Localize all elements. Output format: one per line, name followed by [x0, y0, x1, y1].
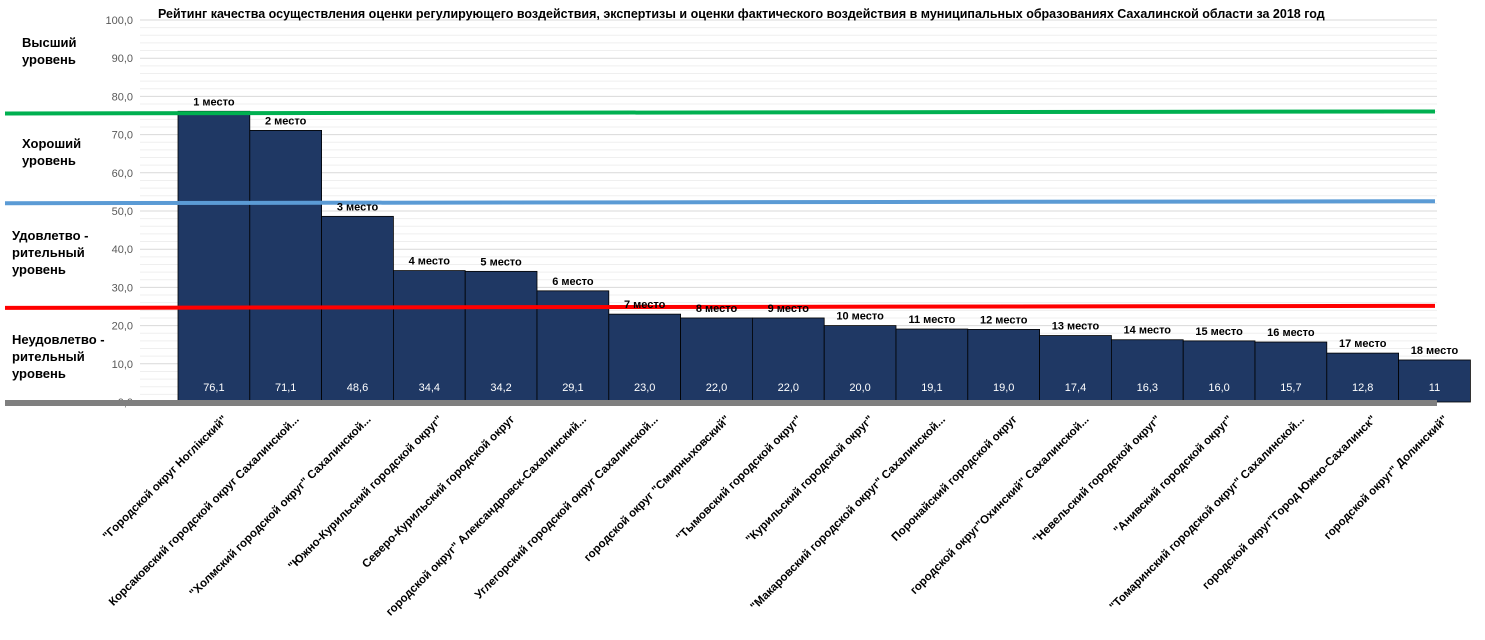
- bar: [1111, 339, 1184, 403]
- y-tick-label: 50,0: [112, 206, 133, 218]
- data-label: 16,0: [1208, 382, 1229, 394]
- y-tick-label: 70,0: [112, 130, 133, 142]
- y-tick-label: 90,0: [112, 53, 133, 65]
- bar: [536, 290, 610, 403]
- place-label: 16 место: [1267, 327, 1315, 339]
- data-label: 12,8: [1352, 382, 1373, 394]
- place-label: 5 место: [480, 256, 522, 268]
- x-tick-label: "Анивский городской округ": [1112, 414, 1235, 537]
- data-label: 29,1: [562, 382, 583, 394]
- bar: [1398, 359, 1471, 403]
- bar: [752, 317, 825, 403]
- bar: [895, 328, 969, 403]
- x-tick-label: "Курильский городской округ": [744, 414, 876, 546]
- bar: [1039, 335, 1112, 403]
- data-label: 71,1: [275, 382, 296, 394]
- y-tick-label: 100,0: [105, 15, 133, 27]
- place-label: 6 место: [552, 276, 594, 288]
- threshold-line: [4, 303, 1436, 310]
- place-label: 10 место: [836, 311, 884, 323]
- x-axis-category-labels: "Городской округ Ноглікский"Корсаковский…: [101, 413, 1451, 618]
- y-tick-label: 10,0: [112, 359, 133, 371]
- bar: [249, 129, 323, 403]
- y-tick-label: 40,0: [112, 244, 133, 256]
- bar: [1254, 341, 1328, 403]
- y-tick-label: 30,0: [112, 282, 133, 294]
- data-label: 23,0: [634, 382, 655, 394]
- place-label: 4 место: [409, 256, 451, 268]
- bar: [608, 313, 681, 403]
- place-label: 9 место: [768, 303, 810, 315]
- y-tick-label: 20,0: [112, 321, 133, 333]
- place-label: 12 место: [980, 314, 1028, 326]
- x-tick-label: Северо-Курильский городской округ: [360, 413, 517, 570]
- data-label: 19,1: [921, 382, 942, 394]
- place-labels: 1 место 2 место 3 место 4 место 5 место 6 мес…: [193, 96, 1458, 357]
- data-label: 48,6: [347, 382, 368, 394]
- bar: [464, 270, 538, 403]
- level-label: Хороший уровень: [22, 136, 81, 168]
- bar: [680, 317, 753, 403]
- data-label: 19,0: [993, 382, 1014, 394]
- level-threshold-lines: [4, 109, 1436, 310]
- place-label: 1 место: [193, 96, 235, 108]
- place-label: 8 место: [696, 303, 738, 315]
- bar: [177, 110, 251, 403]
- place-label: 7 место: [624, 299, 666, 311]
- place-label: 2 место: [265, 115, 307, 127]
- level-labels: Высший уровень Хороший уровень Удовлетво -ри…: [12, 35, 105, 381]
- data-label: 15,7: [1280, 382, 1301, 394]
- place-label: 3 место: [337, 201, 379, 213]
- place-label: 11 место: [908, 314, 955, 326]
- x-tick-label: Поронайский городской округ: [890, 413, 1020, 543]
- x-tick-label: "Невельский городской округ": [1031, 414, 1164, 547]
- place-label: 17 место: [1339, 338, 1387, 350]
- x-tick-label: "Южно-Курильский городской округ": [286, 414, 445, 573]
- level-label: Высший уровень: [22, 35, 77, 67]
- threshold-line: [4, 109, 1436, 116]
- value-labels: 76,1 71,1 48,6 34,4 34,2 29,1 23,0 22,0 22,0 20,0…: [203, 382, 1440, 394]
- data-label: 20,0: [849, 382, 870, 394]
- place-label: 15 место: [1195, 326, 1243, 338]
- y-axis-tick-labels: 0,010,020,030,040,050,060,070,080,090,01…: [105, 15, 133, 409]
- data-label: 16,3: [1137, 382, 1158, 394]
- data-label: 11: [1429, 382, 1440, 394]
- data-label: 76,1: [203, 382, 224, 394]
- level-label: Неудовлетво -рительный уровень: [12, 332, 105, 381]
- place-label: 14 место: [1124, 325, 1172, 337]
- bar: [1182, 340, 1256, 403]
- x-tick-label: городской округ "Смирныховский": [582, 414, 732, 564]
- level-label: Удовлетво -рительный уровень: [12, 228, 89, 277]
- bar: [823, 325, 897, 403]
- bars: [177, 110, 1471, 403]
- y-tick-label: 80,0: [112, 91, 133, 103]
- data-label: 34,2: [490, 382, 511, 394]
- bar: [392, 270, 466, 403]
- data-label: 17,4: [1065, 382, 1086, 394]
- chart-title: Рейтинг качества осуществления оценки ре…: [158, 7, 1325, 21]
- bar: [967, 329, 1040, 403]
- place-label: 13 место: [1052, 321, 1100, 333]
- data-label: 22,0: [706, 382, 727, 394]
- x-tick-label: "Городской округ Ноглікский": [101, 414, 230, 543]
- place-label: 18 место: [1411, 345, 1459, 357]
- y-tick-label: 60,0: [112, 168, 133, 180]
- x-tick-label: городской округ" Долинский": [1322, 414, 1450, 542]
- bar: [1326, 352, 1400, 403]
- data-label: 34,4: [419, 382, 440, 394]
- data-label: 22,0: [778, 382, 799, 394]
- threshold-line: [4, 199, 1436, 206]
- x-tick-label: "Тымовский городской округ": [674, 414, 804, 544]
